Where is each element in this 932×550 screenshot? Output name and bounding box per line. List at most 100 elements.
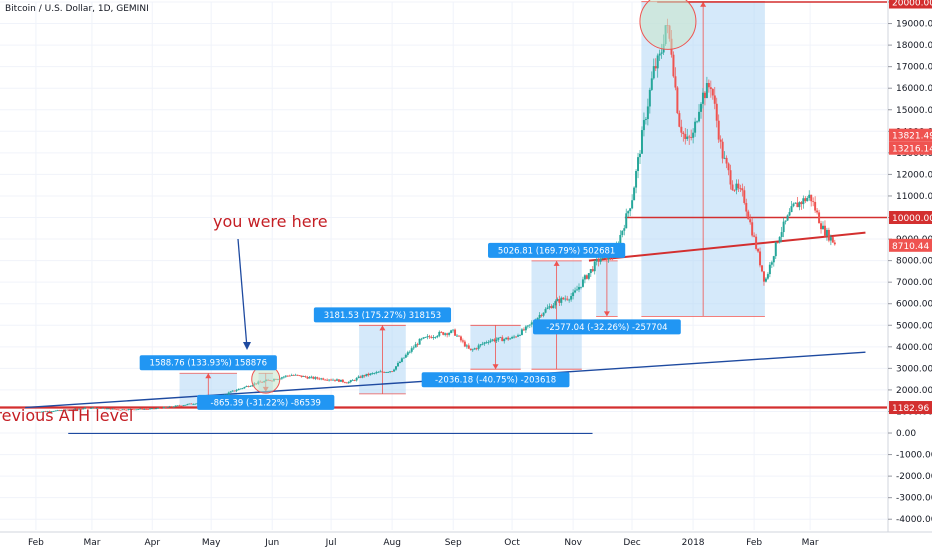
- measure-arrow-head: [205, 373, 212, 379]
- candle-body: [827, 229, 830, 241]
- candle-body: [701, 92, 704, 104]
- candle-body: [465, 345, 468, 347]
- candle-body: [56, 410, 59, 411]
- candle-body: [282, 376, 285, 378]
- candle-body: [823, 225, 826, 236]
- candle-body: [753, 235, 756, 237]
- candle-body: [635, 171, 638, 188]
- candle-body: [450, 330, 453, 333]
- candle-body: [776, 242, 779, 244]
- candle-body: [448, 332, 451, 335]
- price-tick-label: 15000.00: [896, 106, 932, 116]
- candle-body: [66, 409, 69, 411]
- candle-body: [719, 139, 722, 142]
- candle-body: [97, 408, 100, 409]
- candle-body: [709, 87, 712, 90]
- candle-body: [548, 306, 551, 308]
- candle-body: [812, 201, 815, 203]
- candle-body: [554, 301, 557, 306]
- candle-body: [109, 408, 112, 410]
- candle-body: [700, 103, 703, 112]
- candle-body: [184, 404, 187, 406]
- candle-body: [123, 409, 126, 411]
- candle-body: [680, 126, 683, 133]
- candle-body: [560, 297, 563, 303]
- price-axis[interactable]: -4000.00 -3000.00 -2000.00 -1000.00 0.00 1000…: [887, 0, 932, 550]
- candle-body: [410, 348, 413, 352]
- candle-body: [794, 202, 797, 204]
- annotations: you were here Previous ATH level: [0, 212, 328, 425]
- price-tick-label: 3000.00: [896, 364, 932, 374]
- candle-body: [684, 134, 687, 139]
- candle-body: [654, 66, 657, 69]
- candle-body: [676, 87, 679, 114]
- price-tag-bg: [889, 141, 932, 155]
- highlight-circles: [251, 0, 697, 394]
- candle-body: [162, 406, 165, 409]
- time-tick-label: Oct: [504, 538, 520, 548]
- candle-body: [782, 221, 785, 233]
- candle-body: [745, 202, 748, 212]
- candle-body: [408, 351, 411, 353]
- red-trendline[interactable]: [588, 231, 866, 262]
- candle-body: [526, 325, 529, 327]
- time-axis[interactable]: Feb Mar Apr May Jun Jul Aug Sep Oct Nov Dec 2018 Feb…: [0, 531, 932, 550]
- candle-body: [391, 371, 394, 373]
- time-tick-label: Apr: [144, 538, 160, 548]
- candle-body: [62, 410, 65, 411]
- candle-body: [652, 66, 655, 79]
- measure-arrow-head: [553, 260, 560, 266]
- candle-body: [770, 262, 773, 265]
- candle-body: [60, 410, 63, 411]
- price-tick-label: 0.00: [896, 429, 916, 439]
- measure-label-bg: [488, 242, 626, 258]
- candle-body: [416, 344, 419, 346]
- candle-body: [780, 232, 783, 238]
- horizontal-lines[interactable]: [0, 1, 887, 435]
- candle-body: [713, 95, 716, 104]
- candle-body: [158, 407, 161, 409]
- candle-body: [790, 206, 793, 213]
- candle-body: [568, 299, 571, 301]
- candle-body: [574, 290, 577, 293]
- candle-body: [166, 407, 169, 408]
- candle-body: [389, 371, 392, 373]
- measure-label-bg: [313, 307, 452, 323]
- candle-body: [473, 348, 476, 350]
- candle-body: [517, 335, 520, 337]
- candle-body: [168, 406, 171, 408]
- candle-body: [621, 230, 624, 235]
- candle-body: [814, 202, 817, 211]
- candle-body: [373, 373, 376, 374]
- candle-body: [365, 373, 368, 377]
- candle-body: [461, 340, 464, 342]
- measure-label-bg: [139, 355, 277, 371]
- candle-body: [463, 341, 466, 347]
- candle-body: [137, 409, 140, 411]
- candle-body: [237, 388, 240, 391]
- candle-body: [103, 407, 106, 409]
- candle-body: [400, 358, 403, 362]
- candle-body: [335, 379, 338, 381]
- time-tick-label: Mar: [83, 538, 100, 548]
- candle-body: [286, 375, 289, 377]
- candle-body: [524, 326, 527, 331]
- measure-label: -2036.18 (-40.75%) -203618: [435, 376, 556, 386]
- candle-body: [44, 411, 47, 413]
- candle-body: [152, 408, 155, 410]
- candle-body: [194, 403, 197, 405]
- candle-body: [772, 256, 775, 263]
- candle-body: [705, 83, 708, 99]
- price-tick-label: -3000.00: [896, 494, 932, 504]
- candle-body: [310, 376, 313, 378]
- candle-body: [595, 259, 598, 262]
- price-tag-label: 13821.49: [892, 132, 932, 142]
- candle-body: [528, 324, 531, 326]
- price-tags: 20000.00 13821.49 13216.14 10000.00 8710.44 1…: [889, 0, 932, 415]
- candle-body: [452, 329, 455, 331]
- candle-body: [306, 377, 309, 379]
- candle-body: [296, 374, 299, 376]
- candle-body: [625, 213, 628, 229]
- candle-body: [381, 371, 384, 373]
